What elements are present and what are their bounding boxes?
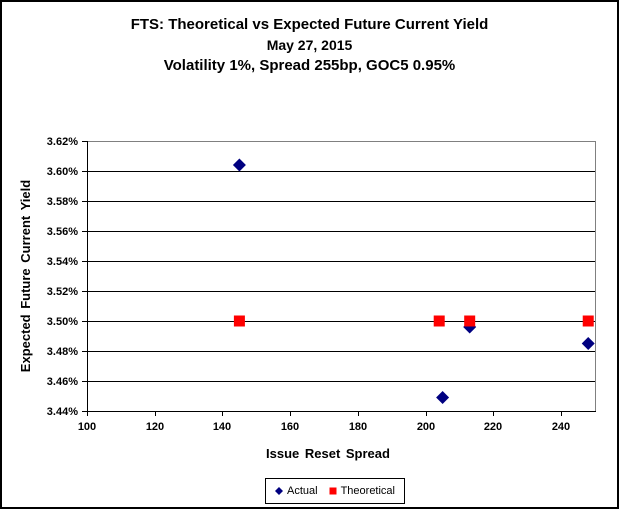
y-tick-label: 3.48%: [47, 346, 78, 358]
point-actual: [581, 337, 595, 350]
legend-item-theoretical: Theoretical: [329, 485, 395, 497]
x-tick-label: 120: [146, 421, 164, 433]
x-tick-label: 100: [78, 421, 96, 433]
chart-subtitle-date: May 27, 2015: [266, 37, 353, 53]
y-axis-title: Expected Future Current Yield: [18, 180, 33, 372]
y-tick-label: 3.56%: [47, 226, 78, 238]
legend-actual-label: Actual: [287, 485, 318, 497]
legend-item-actual: Actual: [275, 485, 318, 497]
y-tick-label: 3.46%: [47, 376, 78, 388]
y-tick-label: 3.52%: [47, 286, 78, 298]
y-tick-label: 3.44%: [47, 406, 78, 418]
chart-title-block: FTS: Theoretical vs Expected Future Curr…: [2, 14, 617, 76]
x-tick-label: 160: [281, 421, 299, 433]
point-theoretical: [433, 315, 445, 327]
x-tick-label: 200: [417, 421, 435, 433]
chart-title: FTS: Theoretical vs Expected Future Curr…: [130, 16, 489, 33]
legend-theoretical-label: Theoretical: [340, 485, 395, 497]
x-tick-label: 180: [349, 421, 367, 433]
point-actual: [232, 158, 246, 172]
legend-theoretical-square-icon: [329, 487, 337, 495]
chart-subtitle-params: Volatility 1%, Spread 255bp, GOC5 0.95%: [163, 57, 456, 74]
y-tick-label: 3.54%: [47, 256, 78, 268]
x-tick-label: 140: [213, 421, 231, 433]
point-actual: [436, 391, 450, 404]
y-tick-label: 3.62%: [47, 136, 78, 148]
point-theoretical: [582, 315, 594, 327]
legend-actual-diamond-icon: [275, 487, 283, 495]
point-theoretical: [233, 315, 245, 327]
y-tick-label: 3.50%: [47, 316, 78, 328]
y-tick-label: 3.60%: [47, 166, 78, 178]
x-tick-label: 220: [484, 421, 502, 433]
legend: Actual Theoretical: [265, 478, 405, 504]
point-theoretical: [464, 315, 476, 327]
x-axis-title: Issue Reset Spread: [266, 446, 390, 461]
x-tick-label: 240: [552, 421, 570, 433]
y-tick-label: 3.58%: [47, 196, 78, 208]
